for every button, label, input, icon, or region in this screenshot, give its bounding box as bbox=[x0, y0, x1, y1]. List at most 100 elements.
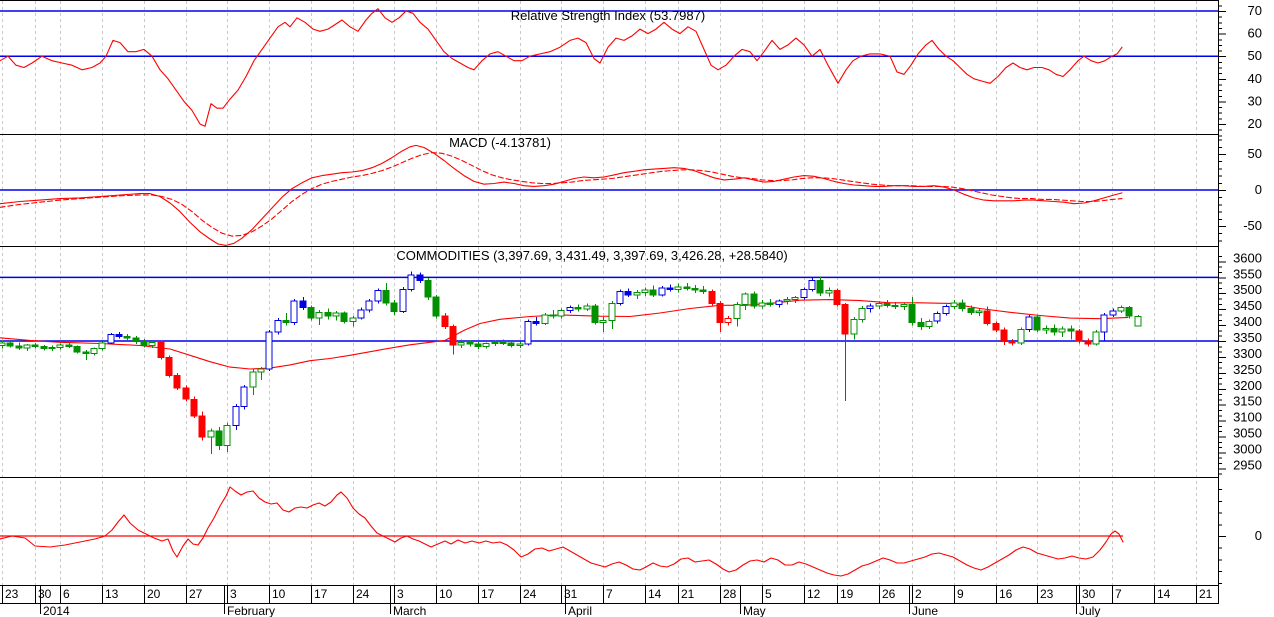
candle-body bbox=[1050, 327, 1058, 333]
date-label: 30 bbox=[1082, 587, 1096, 601]
macd-line bbox=[0, 144, 1123, 246]
date-label: 23 bbox=[5, 587, 19, 601]
candle-body bbox=[499, 341, 507, 344]
date-label: 2 bbox=[915, 587, 922, 601]
price-panel-title: COMMODITIES (3,397.69, 3,431.49, 3,397.6… bbox=[396, 248, 788, 263]
price-axis-label: 3050 bbox=[1233, 426, 1262, 441]
candle-body bbox=[416, 274, 424, 281]
candle-body bbox=[683, 286, 691, 289]
date-label: 24 bbox=[356, 587, 370, 601]
candle-body bbox=[31, 344, 39, 348]
candle-body bbox=[340, 312, 348, 322]
candle-body bbox=[1109, 310, 1117, 316]
candle-body bbox=[975, 310, 983, 313]
candle-body bbox=[324, 311, 332, 317]
candle-body bbox=[724, 318, 732, 324]
candle-body bbox=[599, 319, 607, 323]
candle-body bbox=[850, 318, 858, 335]
candle-body bbox=[733, 303, 741, 320]
candle-body bbox=[265, 331, 273, 370]
candle-body bbox=[449, 326, 457, 346]
candle-body bbox=[198, 415, 206, 438]
price-axis-label: 3300 bbox=[1233, 346, 1262, 361]
date-label: 31 bbox=[564, 587, 578, 601]
candle-body bbox=[382, 290, 390, 304]
candle-body bbox=[1125, 307, 1133, 317]
date-label: 17 bbox=[314, 587, 328, 601]
candle-body bbox=[516, 343, 524, 347]
oscillator-line bbox=[0, 486, 1124, 577]
candle-body bbox=[223, 424, 231, 446]
date-label: 19 bbox=[840, 587, 854, 601]
candle-body bbox=[23, 344, 31, 349]
date-label: 6 bbox=[63, 587, 70, 601]
price-axis-label: 3400 bbox=[1233, 314, 1262, 329]
candle-body bbox=[1017, 329, 1025, 344]
date-label: 3 bbox=[397, 587, 404, 601]
candle-body bbox=[249, 371, 257, 388]
candle-body bbox=[315, 311, 323, 319]
candle-body bbox=[616, 291, 624, 304]
candle-body bbox=[491, 341, 499, 345]
date-label: 17 bbox=[481, 587, 495, 601]
candle-body bbox=[958, 302, 966, 309]
candle-body bbox=[365, 300, 373, 311]
rsi-axis-label: 30 bbox=[1248, 93, 1262, 108]
candle-body bbox=[357, 309, 365, 319]
candle-body bbox=[741, 293, 749, 305]
candle-body bbox=[307, 307, 315, 319]
candle-body bbox=[691, 288, 699, 291]
candle-body bbox=[190, 398, 198, 417]
rsi-axis-label: 60 bbox=[1248, 26, 1262, 41]
month-label: March bbox=[393, 604, 426, 617]
candle-body bbox=[432, 296, 440, 317]
candle-body bbox=[466, 342, 474, 345]
candle-body bbox=[800, 288, 808, 299]
candle-body bbox=[482, 343, 490, 348]
candle-body bbox=[1067, 328, 1075, 332]
candle-body bbox=[917, 322, 925, 328]
candle-body bbox=[541, 314, 549, 324]
month-label: June bbox=[912, 604, 938, 617]
macd-signal-line bbox=[0, 152, 1123, 237]
candle-body bbox=[908, 303, 916, 323]
rsi-axis-label: 20 bbox=[1248, 116, 1262, 131]
candle-body bbox=[633, 292, 641, 296]
candle-body bbox=[942, 306, 950, 315]
candle-body bbox=[349, 317, 357, 322]
candle-body bbox=[332, 312, 340, 317]
candle-body bbox=[98, 342, 106, 350]
date-label: 14 bbox=[1157, 587, 1171, 601]
candle-body bbox=[624, 291, 632, 296]
candle-body bbox=[658, 287, 666, 296]
candle-body bbox=[157, 342, 165, 359]
candle-body bbox=[73, 346, 81, 353]
date-label: 12 bbox=[807, 587, 821, 601]
candle-body bbox=[123, 336, 131, 339]
date-label: 21 bbox=[1199, 587, 1213, 601]
candle-body bbox=[666, 287, 674, 290]
candle-body bbox=[182, 387, 190, 400]
candle-body bbox=[649, 289, 657, 296]
date-label: 13 bbox=[105, 587, 119, 601]
candle-body bbox=[950, 302, 958, 308]
candle-body bbox=[457, 342, 465, 346]
candle-body bbox=[641, 289, 649, 294]
date-label: 23 bbox=[1040, 587, 1054, 601]
candle-body bbox=[15, 345, 23, 349]
candle-body bbox=[1042, 327, 1050, 331]
date-label: 30 bbox=[38, 587, 52, 601]
candle-body bbox=[583, 305, 591, 310]
candle-body bbox=[82, 351, 90, 355]
candle-body bbox=[591, 305, 599, 324]
price-axis-label: 3350 bbox=[1233, 330, 1262, 345]
candle-body bbox=[1025, 316, 1033, 331]
date-label: 16 bbox=[999, 587, 1013, 601]
date-label: 20 bbox=[147, 587, 161, 601]
candle-body bbox=[808, 280, 816, 290]
candle-body bbox=[708, 291, 716, 304]
candle-body bbox=[524, 320, 532, 345]
candle-body bbox=[0, 342, 6, 346]
candle-body bbox=[1008, 341, 1016, 344]
